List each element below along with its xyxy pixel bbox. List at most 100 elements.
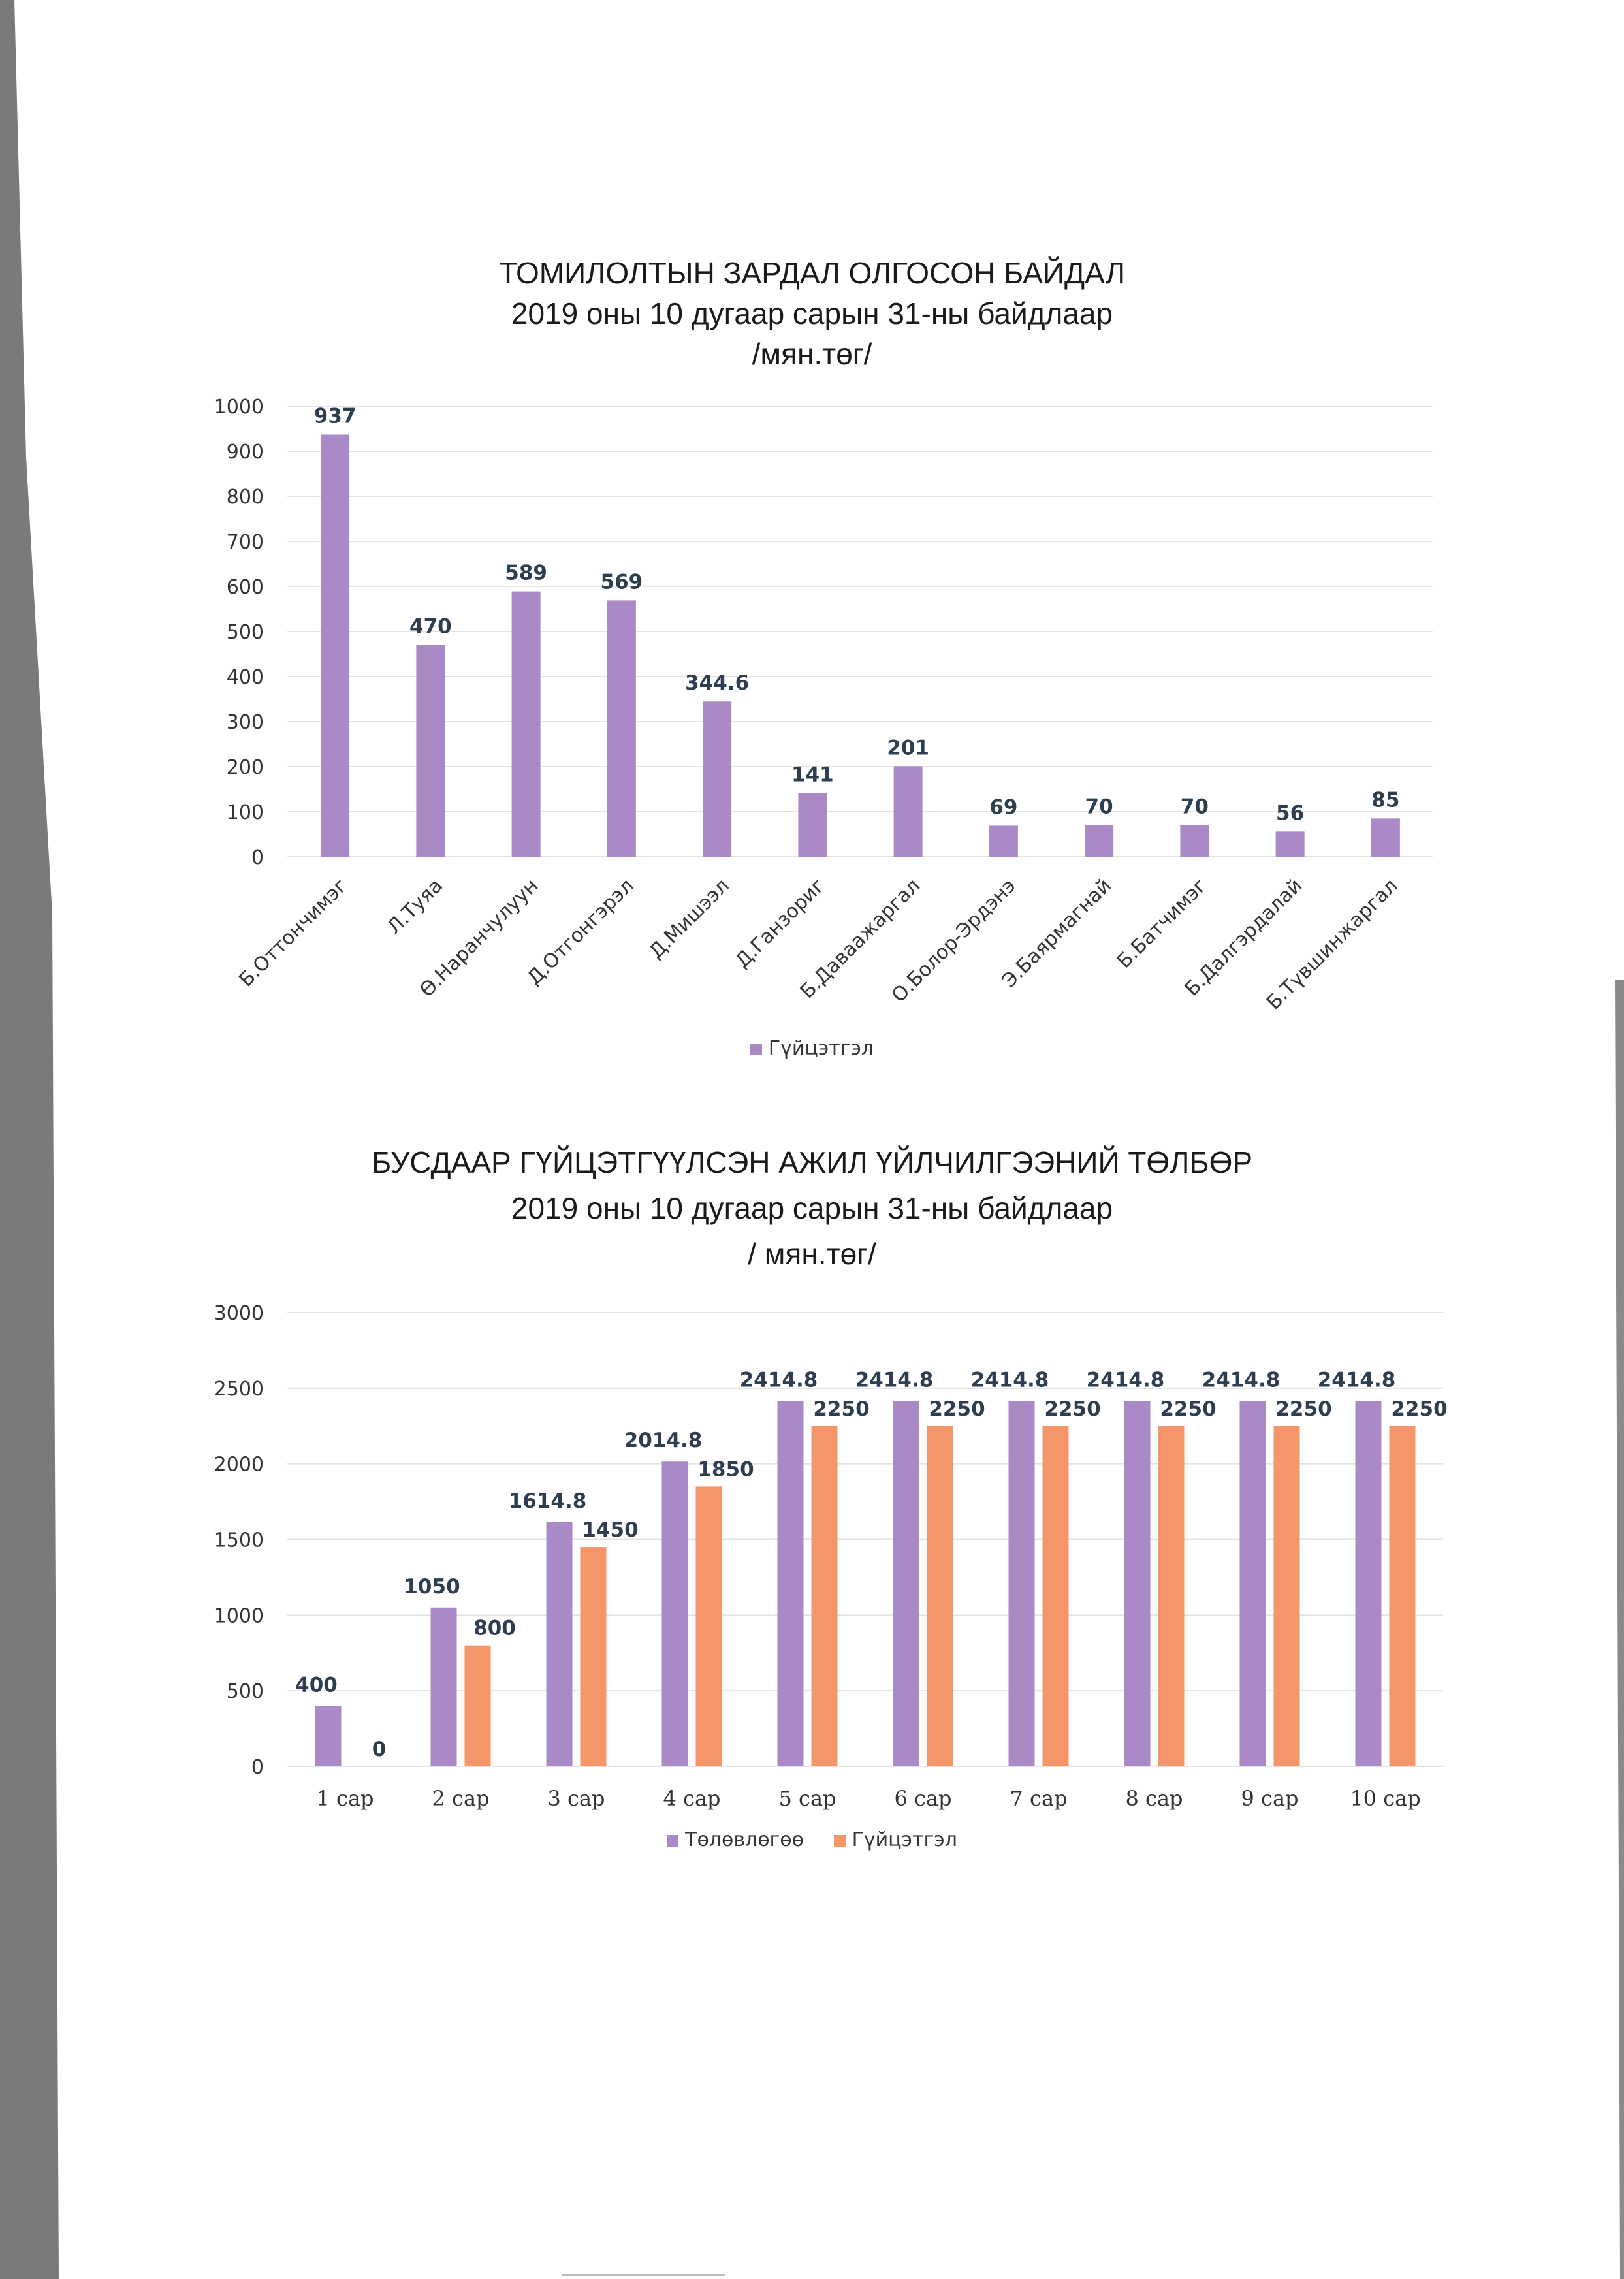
bar [1180,825,1209,857]
bar-chart-canvas: 0 500 1000 1500 2000 2500 3000 400 0 1 сар 1050 800… [214,1302,1448,1811]
bar [1389,1426,1416,1766]
bar [695,1486,722,1766]
data-label: 1850 [697,1458,754,1481]
data-label: 201 [887,736,929,759]
y-tick-label: 800 [227,486,264,509]
scan-mark-bottom [562,2274,725,2276]
y-tick-label: 600 [227,576,264,599]
bar [811,1426,838,1766]
legend-swatch [833,1834,846,1847]
x-tick-label: Д.Ганзориг [731,874,829,973]
bar [798,793,827,857]
legend-label: Гүйцэтгэл [768,1037,874,1060]
legend-item: Төлөвлөгөө [667,1828,804,1851]
bar [1239,1401,1266,1766]
bar [580,1547,607,1766]
y-tick-label: 0 [251,1756,264,1779]
data-label: 70 [1181,795,1209,819]
data-label: 569 [601,570,643,594]
x-tick-label: Б.Батчимэг [1113,874,1211,973]
data-label: 2014.8 [624,1429,703,1452]
x-tick-label: 8 сар [1125,1786,1183,1811]
chart-unit: /мян.төг/ [752,337,872,371]
legend-label: Төлөвлөгөө [685,1828,804,1851]
x-tick-label: 1 сар [316,1786,374,1811]
bar [464,1645,491,1766]
data-label: 937 [314,404,357,428]
chart-subtitle: 2019 оны 10 дугаар сарын 31-ны байдлаар [511,296,1113,330]
bar [927,1426,953,1766]
bar [1042,1426,1069,1766]
data-label: 2414.8 [1087,1369,1165,1392]
data-label: 470 [409,615,452,639]
bar [607,600,636,857]
y-tick-label: 1000 [214,396,264,419]
data-label: 344.6 [685,671,749,695]
legend-swatch [750,1043,762,1055]
data-label: 1450 [582,1518,638,1542]
y-tick-label: 3000 [214,1302,264,1325]
y-tick-label: 500 [227,1680,264,1703]
y-tick-label: 100 [227,801,264,824]
data-label: 2414.8 [971,1369,1049,1392]
bar [416,645,445,857]
y-tick-label: 500 [227,621,264,644]
data-label: 2250 [813,1397,869,1421]
legend-swatch [667,1834,679,1847]
bar [1371,818,1400,857]
outsourced-services-chart: БУСДААР ГҮЙЦЭТГҮҮЛСЭН АЖИЛ ҮЙЛЧИЛГЭЭНИЙ … [0,1130,1624,1881]
data-label: 800 [473,1617,516,1640]
data-label: 0 [372,1738,387,1761]
x-tick-label: Л.Туяа [383,874,447,939]
y-tick-label: 400 [227,666,264,689]
bar [703,701,732,857]
bar [1355,1401,1382,1766]
data-label: 400 [295,1673,338,1697]
data-label: 2250 [1044,1397,1100,1421]
y-tick-label: 1500 [214,1529,264,1552]
bar [546,1522,573,1766]
bar [315,1706,342,1766]
data-label: 2250 [1275,1397,1331,1421]
bar [893,1401,919,1766]
x-tick-label: 10 сар [1350,1786,1420,1811]
bar [1275,831,1305,857]
legend-label: Гүйцэтгэл [852,1828,957,1851]
chart-legend: Төлөвлөгөө Гүйцэтгэл [0,1828,1624,1851]
bar [511,591,541,857]
y-tick-label: 200 [227,756,264,779]
bar [430,1607,457,1766]
data-label: 589 [505,562,547,585]
bar [1008,1401,1035,1766]
x-tick-label: 7 сар [1010,1786,1067,1811]
bar [1158,1426,1185,1766]
data-label: 1050 [404,1575,460,1599]
chart-subtitle: 2019 оны 10 дугаар сарын 31-ны байдлаар [511,1191,1113,1225]
bar [777,1401,804,1766]
data-label: 141 [791,763,834,787]
bar [1273,1426,1300,1766]
bar [893,766,923,857]
x-tick-label: 2 сар [432,1786,489,1811]
travel-expense-chart: ТОМИЛОЛТЫН ЗАРДАЛ ОЛГОСОН БАЙДАЛ 2019 он… [0,242,1624,1084]
data-label: 69 [989,795,1017,819]
data-label: 1614.8 [509,1490,587,1513]
data-label: 2414.8 [1202,1369,1281,1392]
x-tick-label: Д.Мишээл [645,874,733,963]
x-tick-label: 6 сар [894,1786,951,1811]
chart-title: БУСДААР ГҮЙЦЭТГҮҮЛСЭН АЖИЛ ҮЙЛЧИЛГЭЭНИЙ … [371,1145,1253,1179]
legend-item: Гүйцэтгэл [833,1828,957,1851]
x-tick-label: 5 сар [778,1786,836,1811]
y-tick-label: 300 [227,711,264,734]
data-label: 2250 [929,1397,985,1421]
data-label: 56 [1276,801,1304,825]
bar [661,1461,688,1766]
data-label: 2250 [1160,1397,1216,1421]
bar [989,825,1018,857]
y-tick-label: 1000 [214,1604,264,1627]
data-label: 70 [1085,795,1113,819]
bar [321,434,350,857]
x-tick-label: 4 сар [663,1786,720,1811]
data-label: 2414.8 [1318,1369,1396,1392]
x-tick-label: 3 сар [547,1786,605,1811]
